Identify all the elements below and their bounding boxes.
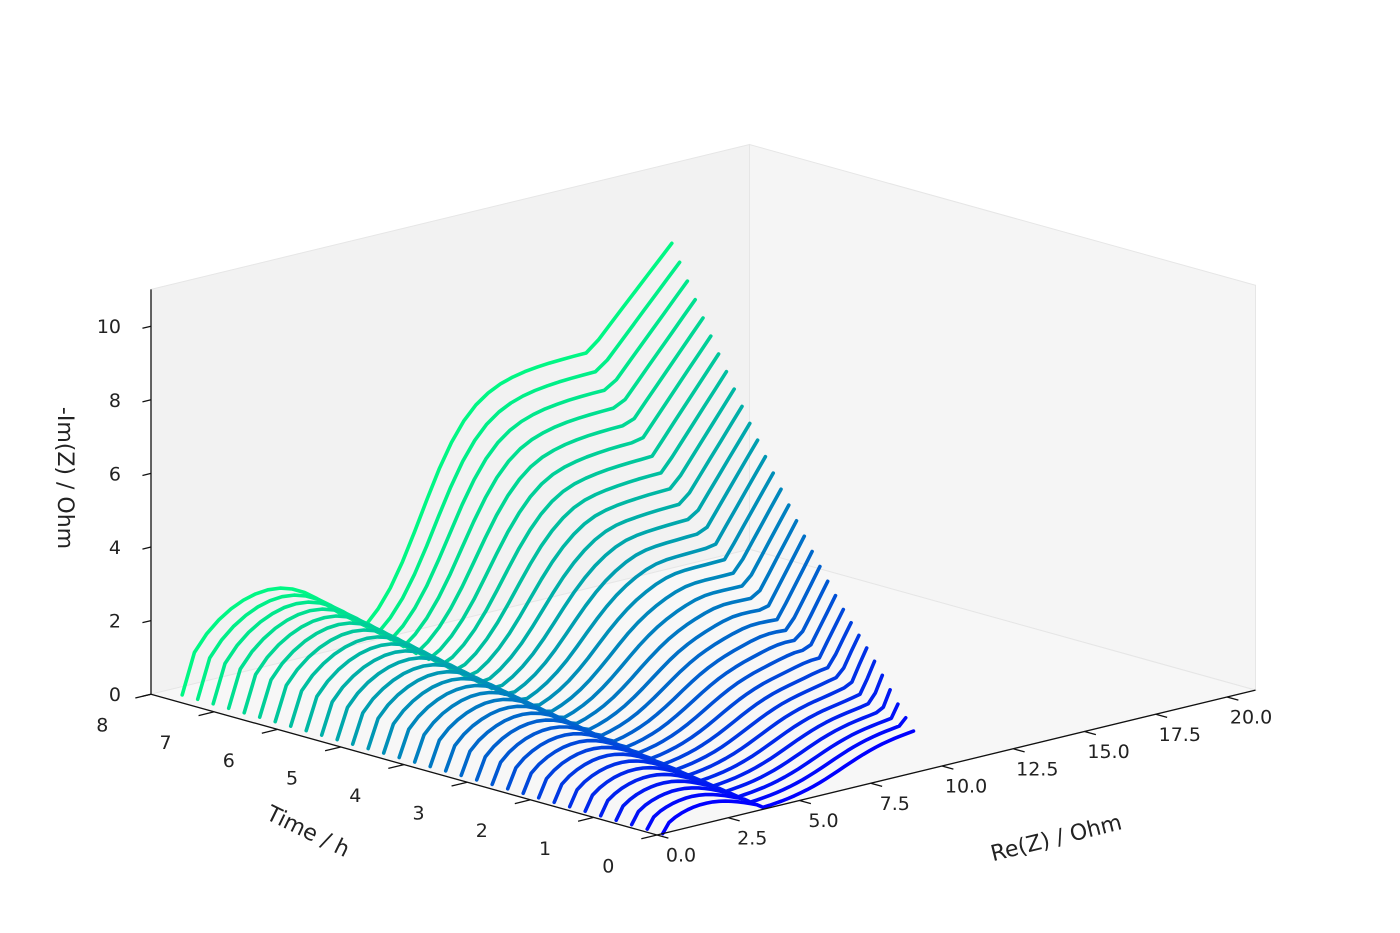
y-tick-mark: [388, 763, 405, 770]
axes: 0.0 2.5 5.0 7.5 10.0 12.5 15.0 17.5 20.0 0 1 2 3 4 5 6 7…: [96, 289, 1272, 877]
curve-t4: [412, 503, 791, 764]
x-tick-label: 7.5: [880, 793, 910, 815]
curve-t0.75: [614, 688, 892, 822]
x-tick-mark: [870, 782, 883, 788]
curve-t3: [474, 564, 822, 782]
y-tick-mark: [641, 834, 658, 840]
curve-t0.25: [645, 716, 908, 831]
z-tick-mark: [142, 472, 152, 477]
curve-t5.5: [319, 404, 744, 737]
y-tick-mark: [198, 711, 215, 717]
axes-panes: [149, 143, 1258, 836]
curve-t7.5: [195, 260, 682, 702]
curve-t7.75: [180, 241, 674, 697]
curve-t4.5: [381, 471, 775, 755]
y-tick-label: 8: [96, 715, 108, 737]
curve-t2.75: [490, 579, 830, 787]
z-tick-mark: [142, 325, 152, 329]
y-tick-label: 6: [223, 750, 235, 772]
curve-t6: [288, 369, 729, 728]
curve-t5.75: [304, 387, 736, 733]
x-tick-mark: [799, 799, 812, 805]
x-axis-title: Re(Z) / Ohm: [988, 810, 1124, 867]
curve-t2.25: [521, 607, 846, 796]
y-tick-label: 2: [476, 820, 488, 842]
z-tick-label: 8: [109, 390, 121, 412]
curve-t4.25: [397, 487, 783, 760]
z-tick-label: 0: [109, 684, 121, 706]
x-tick-label: 15.0: [1087, 741, 1129, 763]
curve-t3.75: [428, 519, 799, 769]
y-tick-label: 4: [349, 785, 361, 807]
z-tick-label: 10: [97, 316, 121, 338]
y-tick-label: 5: [286, 767, 298, 789]
curve-t2.5: [505, 593, 838, 791]
z-tick-mark: [142, 399, 152, 403]
curve-t6.5: [257, 334, 713, 719]
y-tick-label: 1: [539, 838, 551, 860]
x-tick-mark: [656, 834, 669, 839]
x-tick-label: 17.5: [1159, 724, 1201, 746]
y-tick-mark: [324, 746, 341, 752]
y-tick-mark: [514, 799, 531, 805]
y-axis-title: Time / h: [261, 801, 353, 863]
z-tick-label: 2: [109, 611, 121, 633]
curve-t5: [350, 438, 760, 746]
curve-t1: [598, 673, 885, 818]
z-tick-mark: [142, 619, 152, 624]
y-tick-label: 0: [602, 855, 614, 877]
y-tick-mark: [451, 781, 468, 787]
x-tick-mark: [1084, 730, 1097, 736]
y-tick-mark: [261, 728, 278, 734]
x-tick-label: 0.0: [666, 845, 696, 867]
z-tick-label: 4: [109, 537, 121, 559]
x-tick-mark: [1226, 696, 1239, 701]
curve-t4.75: [366, 454, 768, 751]
curve-t1.75: [552, 633, 861, 805]
curve-t0.5: [629, 702, 900, 827]
z-tick-mark: [142, 546, 152, 550]
curve-t1.25: [583, 659, 877, 813]
curve-t2: [536, 620, 853, 800]
y-tick-label: 7: [159, 732, 171, 754]
y-tick-label: 3: [412, 803, 424, 825]
curve-t1.5: [567, 646, 869, 809]
x-tick-label: 2.5: [737, 827, 767, 849]
curve-t0: [660, 729, 916, 836]
curve-t7: [226, 297, 697, 711]
x-tick-label: 10.0: [945, 776, 987, 798]
z-axis-title: -Im(Z) / Ohm: [52, 407, 77, 549]
x-tick-mark: [1155, 713, 1168, 719]
x-tick-label: 12.5: [1016, 758, 1058, 780]
x-tick-mark: [941, 765, 954, 770]
nyquist-curves: [180, 241, 916, 836]
curve-t6.75: [242, 316, 705, 715]
z-tick-label: 6: [109, 463, 121, 485]
x-tick-label: 5.0: [808, 810, 838, 832]
x-tick-mark: [728, 817, 740, 822]
curve-t6.25: [273, 352, 721, 724]
curve-t3.25: [459, 549, 814, 778]
y-tick-mark: [577, 816, 594, 822]
z-tick-mark: [142, 693, 152, 697]
curve-t5.25: [335, 421, 752, 742]
curve-t7.25: [211, 279, 690, 706]
x-tick-label: 20.0: [1230, 707, 1272, 729]
curve-t3.5: [443, 534, 807, 773]
x-tick-mark: [1013, 748, 1025, 753]
